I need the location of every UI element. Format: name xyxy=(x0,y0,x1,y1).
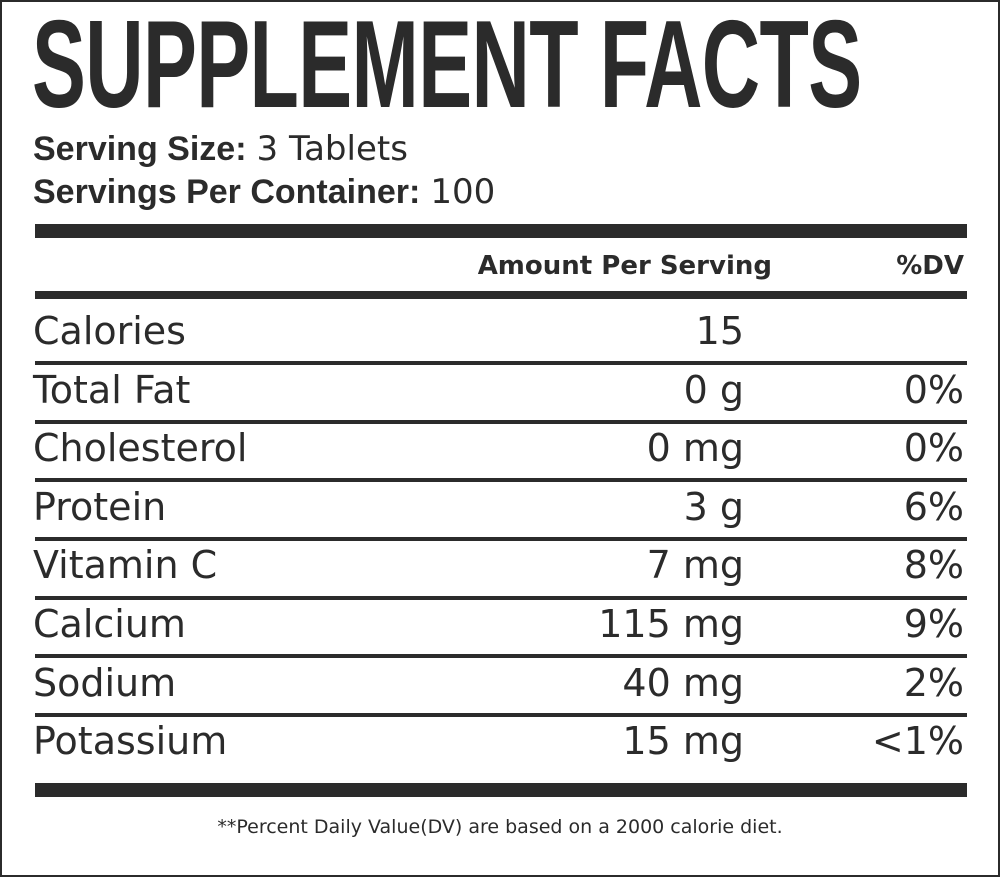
nutrient-row: Vitamin C 7 mg 8% xyxy=(2,536,998,594)
nutrient-dv: 8% xyxy=(903,543,964,588)
row-divider xyxy=(35,478,967,483)
nutrient-amount: 15 xyxy=(695,309,744,353)
nutrient-name: Calcium xyxy=(33,602,186,646)
nutrient-dv: 0% xyxy=(903,367,964,412)
nutrient-name: Total Fat xyxy=(33,367,191,412)
nutrient-row: Cholesterol 0 mg 0% xyxy=(2,419,998,477)
nutrient-row: Potassium 15 mg <1% xyxy=(2,712,998,770)
row-divider xyxy=(35,654,967,659)
nutrient-amount: 115 mg xyxy=(598,602,744,646)
serving-size: Serving Size: 3 Tablets xyxy=(33,129,408,169)
servings-per-container: Servings Per Container: 100 xyxy=(33,172,495,212)
thick-divider-bottom xyxy=(35,783,967,797)
nutrient-row: Calcium 115 mg 9% xyxy=(2,595,998,653)
nutrient-amount: 7 mg xyxy=(646,543,744,588)
nutrient-amount: 0 mg xyxy=(646,426,744,471)
nutrient-amount: 0 g xyxy=(683,367,744,412)
row-divider xyxy=(35,595,967,600)
header-divider xyxy=(35,291,967,299)
header-amount-per-serving: Amount Per Serving xyxy=(477,251,772,281)
nutrient-name: Cholesterol xyxy=(33,426,248,471)
nutrient-name: Vitamin C xyxy=(33,543,218,588)
nutrient-row: Protein 3 g 6% xyxy=(2,478,998,536)
serving-size-value: 3 Tablets xyxy=(256,129,408,169)
nutrient-dv: <1% xyxy=(871,719,964,764)
serving-size-label: Serving Size: xyxy=(33,130,247,168)
nutrient-row: Total Fat 0 g 0% xyxy=(2,361,998,419)
row-divider xyxy=(35,712,967,717)
nutrient-name: Calories xyxy=(33,309,186,353)
nutrient-dv: 6% xyxy=(903,484,964,529)
footnote: **Percent Daily Value(DV) are based on a… xyxy=(217,816,783,838)
nutrient-dv: 9% xyxy=(903,602,964,646)
nutrient-name: Sodium xyxy=(33,660,177,705)
nutrient-dv: 2% xyxy=(903,660,964,705)
nutrient-row: Sodium 40 mg 2% xyxy=(2,654,998,712)
thick-divider-top xyxy=(35,224,967,238)
nutrient-name: Protein xyxy=(33,484,167,529)
nutrient-amount: 40 mg xyxy=(622,660,744,705)
label-title: SUPPLEMENT FACTS xyxy=(32,0,862,134)
nutrient-dv: 0% xyxy=(903,426,964,471)
servings-per-container-value: 100 xyxy=(430,172,496,212)
nutrient-amount: 3 g xyxy=(683,484,744,529)
row-divider xyxy=(35,361,967,366)
nutrient-amount: 15 mg xyxy=(622,719,744,764)
row-divider xyxy=(35,419,967,424)
row-divider xyxy=(35,536,967,541)
servings-per-container-label: Servings Per Container: xyxy=(33,173,421,211)
nutrient-name: Potassium xyxy=(33,719,228,764)
header-dv: %DV xyxy=(896,251,964,281)
nutrient-row: Calories 15 xyxy=(2,302,998,360)
